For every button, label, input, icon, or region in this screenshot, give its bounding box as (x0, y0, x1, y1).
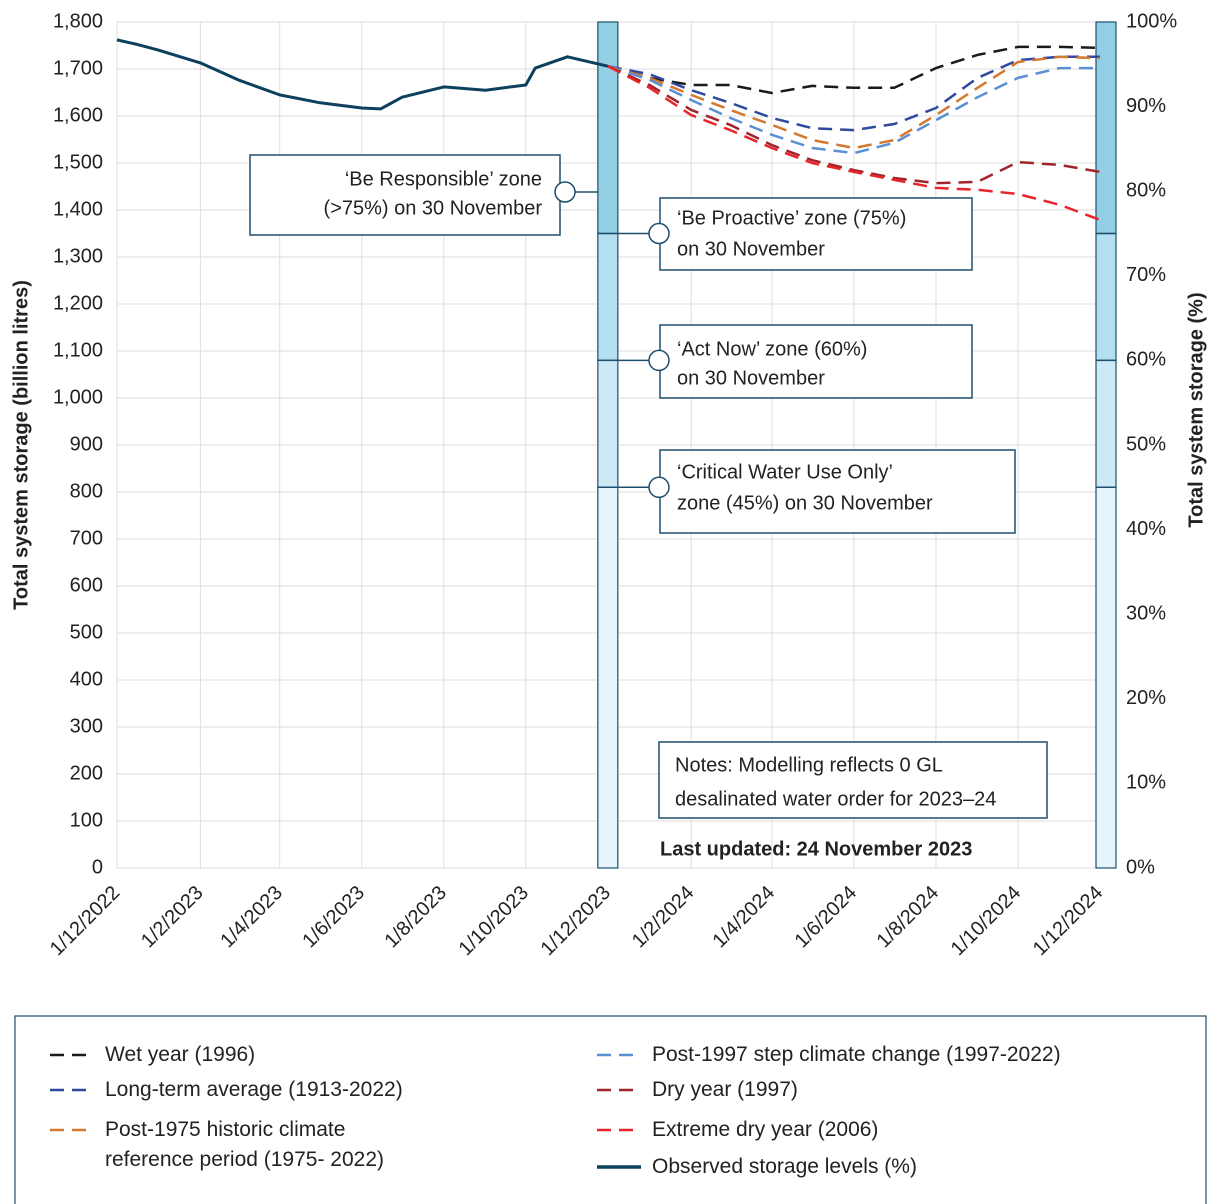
legend-label: Extreme dry year (2006) (652, 1118, 879, 1141)
y2-tick-label: 100% (1126, 10, 1177, 32)
zone-label: on 30 November (677, 367, 825, 389)
y2-tick-label: 50% (1126, 433, 1166, 455)
y-tick-label: 900 (70, 433, 103, 455)
notes-text: Notes: Modelling reflects 0 GL (675, 754, 943, 776)
legend-label: Long-term average (1913-2022) (105, 1078, 403, 1101)
y2-tick-label: 0% (1126, 856, 1155, 878)
series-line (607, 65, 1101, 185)
callout-marker (554, 181, 576, 203)
zone-label: zone (45%) on 30 November (677, 492, 933, 514)
y-tick-label: 600 (70, 574, 103, 596)
y-tick-label: 200 (70, 762, 103, 784)
callout-marker (648, 349, 670, 372)
series-line (607, 55, 1101, 150)
zone-band (597, 359, 619, 488)
x-tick-label: 1/8/2024 (873, 882, 944, 953)
y2-tick-label: 80% (1126, 179, 1166, 201)
zone-label: ‘Critical Water Use Only’ (677, 461, 893, 483)
legend-label: Wet year (1996) (105, 1043, 256, 1066)
zone-band (597, 232, 619, 362)
y-tick-label: 0 (92, 856, 103, 878)
legend-label: Observed storage levels (%) (652, 1155, 917, 1178)
zone-label: (>75%) on 30 November (324, 197, 543, 219)
legend-label: Post-1997 step climate change (1997-2022… (652, 1043, 1061, 1066)
notes-box (658, 741, 1048, 819)
y-tick-label: 800 (70, 480, 103, 502)
x-tick-label: 1/10/2023 (455, 882, 533, 960)
y-tick-label: 1,000 (53, 386, 103, 408)
zone-band (597, 486, 619, 869)
series-line (607, 55, 1100, 132)
zone-band (597, 21, 619, 235)
y2-axis-label: Total system storage (%) (1185, 292, 1207, 527)
callout-marker (648, 222, 670, 245)
y2-tick-label: 20% (1126, 687, 1166, 709)
callout-marker (648, 476, 670, 499)
y-tick-label: 1,800 (53, 10, 103, 32)
last-updated: Last updated: 24 November 2023 (660, 838, 972, 860)
x-tick-label: 1/4/2023 (216, 882, 287, 953)
notes-text: desalinated water order for 2023–24 (675, 788, 996, 810)
legend-label: Dry year (1997) (652, 1078, 798, 1101)
y2-tick-label: 10% (1126, 772, 1166, 794)
x-tick-label: 1/6/2023 (298, 882, 369, 953)
y-tick-label: 1,600 (53, 104, 103, 126)
y-tick-label: 1,200 (53, 292, 103, 314)
y2-tick-label: 60% (1126, 349, 1166, 371)
y2-tick-label: 70% (1126, 264, 1166, 286)
zone-label: ‘Act Now’ zone (60%) (677, 338, 867, 360)
x-tick-label: 1/12/2024 (1029, 882, 1107, 960)
zone-label: ‘Be Responsible’ zone (345, 168, 542, 190)
zone-band (1095, 486, 1117, 869)
series-line (116, 38, 609, 111)
y-tick-label: 1,400 (53, 198, 103, 220)
legend-box (14, 1015, 1207, 1204)
zone-band (1095, 21, 1117, 235)
y-tick-label: 1,500 (53, 151, 103, 173)
zone-label: ‘Be Proactive’ zone (75%) (677, 207, 906, 229)
callout-box (659, 197, 973, 271)
x-tick-label: 1/12/2022 (46, 882, 124, 960)
y-tick-label: 100 (70, 809, 103, 831)
callout-box (659, 324, 973, 399)
zone-band (1095, 232, 1117, 362)
x-tick-label: 1/12/2023 (537, 882, 615, 960)
y-tick-label: 400 (70, 668, 103, 690)
y2-tick-label: 90% (1126, 95, 1166, 117)
x-tick-label: 1/4/2024 (709, 882, 780, 953)
y-tick-label: 300 (70, 715, 103, 737)
x-tick-label: 1/2/2023 (137, 882, 208, 953)
x-tick-label: 1/6/2024 (791, 882, 862, 953)
y-axis-label: Total system storage (billion litres) (10, 280, 32, 610)
legend-label: Post-1975 historic climate reference per… (105, 1118, 385, 1171)
y2-tick-label: 30% (1126, 602, 1166, 624)
x-tick-label: 1/10/2024 (947, 882, 1025, 960)
callout-box (659, 449, 1016, 534)
y-tick-label: 1,100 (53, 339, 103, 361)
zone-label: on 30 November (677, 238, 825, 260)
zone-band (1095, 359, 1117, 488)
x-tick-label: 1/8/2023 (380, 882, 451, 953)
y-tick-label: 1,300 (53, 245, 103, 267)
series-line (607, 65, 1101, 222)
series-line (607, 65, 1100, 155)
y-tick-label: 700 (70, 527, 103, 549)
y2-tick-label: 40% (1126, 518, 1166, 540)
x-tick-label: 1/2/2024 (628, 882, 699, 953)
y-tick-label: 500 (70, 621, 103, 643)
series-line (607, 45, 1101, 95)
callout-box (249, 154, 561, 236)
y-tick-label: 1,700 (53, 57, 103, 79)
